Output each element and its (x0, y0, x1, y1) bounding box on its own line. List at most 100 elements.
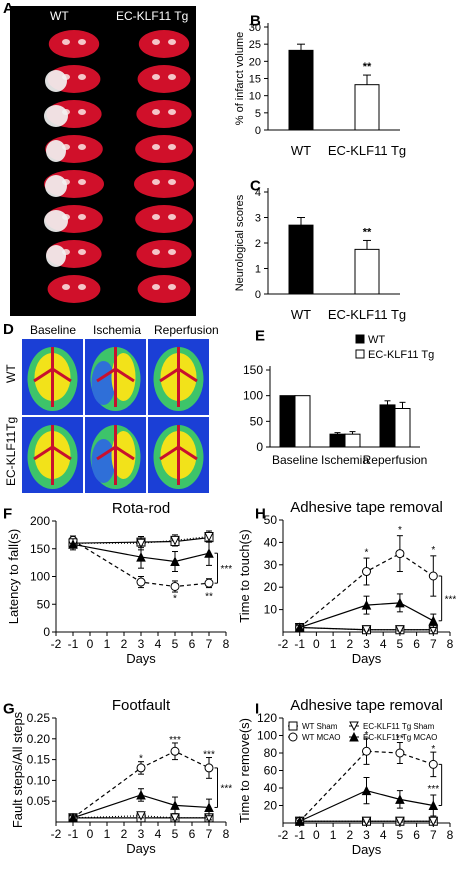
ldf-image (148, 417, 209, 493)
marker-triangle-up (395, 794, 405, 804)
x-axis-label: Days (126, 841, 156, 856)
ldf-image (85, 339, 146, 415)
y-axis-label: Fault steps/All steps (10, 711, 25, 828)
x-tick-label: -2 (51, 637, 62, 651)
x-tick-label: -1 (294, 637, 305, 651)
y-tick-label: 100 (243, 389, 263, 403)
brain-slice-ventricle (168, 39, 176, 45)
marker-triangle-down (395, 625, 405, 635)
x-tick-label: 1 (330, 828, 337, 842)
brain-slice-ventricle (78, 249, 86, 255)
marker-circle (136, 763, 146, 773)
series-line-tg_mcao (72, 794, 210, 819)
bar (288, 224, 314, 295)
y-tick-label: 100 (30, 570, 50, 584)
y-tick-label: 2 (255, 238, 261, 250)
marker-triangle-up (428, 615, 439, 626)
y-tick-label: 60 (264, 764, 278, 778)
significance-mark: * (139, 754, 143, 765)
panel-letter-a: A (3, 0, 14, 17)
ldf-col-label-baseline: Baseline (30, 323, 77, 337)
series-line-tg_sham (73, 535, 210, 544)
y-tick-label: 40 (264, 535, 278, 549)
bar (379, 404, 396, 448)
series-line-wt_mcao (299, 750, 434, 822)
x-axis-label: Days (352, 842, 382, 857)
legend-swatch (355, 349, 365, 359)
marker-triangle-up (204, 802, 214, 812)
brain-slice-ventricle (78, 144, 86, 150)
legend-label: EC-KLF11 Tg (368, 349, 434, 361)
brain-slice-ventricle (168, 214, 176, 220)
marker-triangle-up (294, 816, 305, 826)
x-category-label: EC-KLF11 Tg (328, 307, 406, 322)
y-tick-label: 50 (264, 513, 278, 527)
legend-label: EC-KLF11 Tg MCAO (363, 733, 437, 742)
marker-circle (428, 571, 438, 581)
marker-circle (204, 578, 214, 588)
chart-title: Footfault (112, 697, 171, 714)
x-category-label: WT (291, 307, 311, 322)
panel-letter-g: G (3, 700, 15, 717)
significance-mark: *** (445, 594, 457, 605)
brain-slice (134, 170, 194, 198)
x-tick-label: 7 (430, 637, 437, 651)
marker-circle (362, 746, 371, 756)
marker-triangle-down (136, 538, 146, 549)
brain-slice-tissue (47, 275, 101, 303)
significance-mark: * (431, 744, 435, 755)
x-tick-label: 7 (430, 828, 437, 842)
brain-slice (45, 135, 103, 163)
brain-slice (136, 240, 192, 268)
marker-square (288, 721, 298, 731)
marker-circle (170, 581, 180, 591)
y-axis-label: % of infarct volume (234, 32, 246, 126)
infarct-area (46, 245, 66, 267)
chart-title: Rota-rod (112, 500, 170, 517)
ldf-vessel (96, 347, 135, 407)
ldf-image (148, 339, 209, 415)
brain-slice-tissue (48, 30, 100, 58)
panel-letter-d: D (3, 321, 14, 338)
marker-circle (362, 567, 371, 577)
ldf-vessel (159, 347, 198, 407)
y-tick-label: 0 (256, 440, 263, 454)
x-tick-label: 2 (346, 828, 353, 842)
y-tick-label: 100 (257, 729, 277, 743)
significance-mark: ** (363, 226, 372, 238)
series-line-wt_mcao (299, 552, 434, 628)
chart-c: C 0 1 2 3 4 Neurological scores WT ** EC-KLF11 Tg (234, 177, 406, 322)
x-tick-label: 1 (330, 637, 337, 651)
x-tick-label: -2 (278, 828, 289, 842)
marker-triangle-up (170, 556, 180, 567)
brain-slice-ventricle (152, 109, 160, 115)
x-tick-label: 2 (346, 637, 353, 651)
x-tick-label: 0 (313, 828, 320, 842)
x-tick-label: 0 (313, 637, 320, 651)
brain-slice (137, 65, 191, 93)
legend-label: EC-KLF11 Tg Sham (363, 722, 435, 731)
marker-triangle-down (361, 816, 372, 827)
y-tick-label: 0.05 (27, 794, 51, 808)
x-tick-label: 6 (189, 637, 196, 651)
ldf-image (22, 339, 83, 415)
y-tick-label: 15 (249, 74, 261, 86)
y-tick-label: 20 (249, 56, 261, 68)
marker-circle (428, 759, 438, 769)
y-axis-label: Time to touch(s) (237, 529, 252, 622)
x-axis-label: Days (126, 651, 156, 666)
x-category-label: Reperfusion (363, 453, 428, 467)
infarct-area (46, 140, 66, 162)
x-tick-label: 3 (363, 637, 370, 651)
brain-slice-ventricle (78, 74, 86, 80)
y-tick-label: 80 (264, 746, 278, 760)
marker-triangle-up (349, 731, 359, 742)
y-tick-label: 0 (43, 625, 50, 639)
significance-mark: *** (221, 784, 233, 795)
brain-slice-tissue (134, 170, 194, 198)
ldf-image-grid (22, 339, 212, 495)
marker-triangle-up (136, 551, 146, 562)
chart-title: Adhesive tape removal (290, 499, 443, 516)
